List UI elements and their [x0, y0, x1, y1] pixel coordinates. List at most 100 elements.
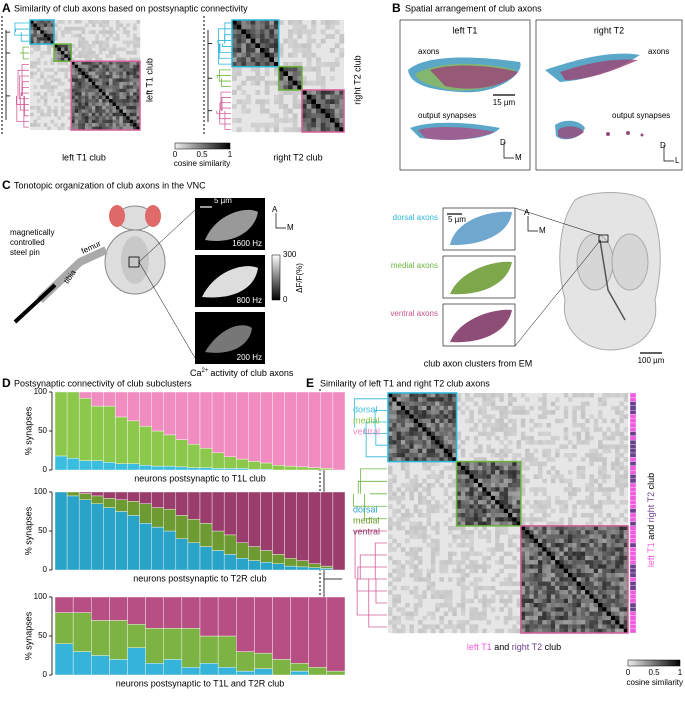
heatmap-cell — [602, 478, 607, 484]
heatmap-cell — [580, 401, 586, 407]
heatmap-cell — [512, 615, 517, 621]
heatmap-cell — [460, 620, 466, 625]
heatmap-cell — [325, 108, 331, 114]
heatmap-cell — [50, 57, 55, 62]
heatmap-cell — [418, 405, 423, 411]
heatmap-cell — [538, 620, 543, 625]
heatmap-cell — [610, 573, 616, 578]
heatmap-cell — [50, 85, 55, 89]
heatmap-cell — [316, 43, 321, 49]
heatmap-cell — [36, 20, 41, 24]
heatmap-cell — [112, 99, 117, 103]
heatmap-cell — [572, 530, 577, 535]
heatmap-cell — [555, 521, 560, 527]
heatmap-cell — [388, 547, 393, 552]
branch — [16, 95, 29, 122]
heatmap-cell — [105, 23, 110, 28]
heatmap-cell — [490, 513, 496, 518]
heatmap-cell — [490, 401, 496, 407]
heatmap-cell — [452, 513, 457, 518]
heatmap-cell — [538, 560, 543, 565]
heatmap-cell — [585, 418, 590, 424]
heatmap-cell — [78, 33, 82, 38]
heatmap-cell — [572, 581, 577, 587]
heatmap-cell — [81, 99, 86, 103]
heatmap-cell — [430, 423, 436, 428]
heatmap-cell — [236, 52, 242, 58]
bar-segment — [115, 511, 128, 571]
heatmap-cell — [546, 560, 552, 565]
heatmap-cell — [30, 61, 34, 65]
heatmap-cell — [623, 585, 629, 591]
heatmap-cell — [439, 418, 444, 424]
heatmap-cell — [88, 50, 93, 55]
heatmap-cell — [409, 483, 414, 488]
heatmap-cell — [264, 80, 270, 86]
bar-segment — [211, 530, 225, 551]
heatmap-cell — [418, 534, 423, 539]
heatmap-cell — [452, 405, 457, 411]
branch — [375, 579, 387, 604]
heatmap-cell — [619, 555, 624, 561]
heatmap-cell — [67, 88, 72, 93]
heatmap-cell — [95, 116, 99, 120]
heatmap-cell — [119, 68, 124, 72]
heatmap-cell — [602, 607, 607, 612]
heatmap-cell — [503, 551, 509, 557]
heatmap-cell — [435, 397, 440, 402]
heatmap-cell — [435, 538, 440, 544]
heatmap-cell — [623, 397, 629, 402]
heatmap-cell — [102, 20, 106, 24]
heatmap-cell — [122, 71, 127, 76]
y-tick-label: 0 — [43, 565, 48, 574]
heatmap-cell — [469, 453, 474, 458]
heatmap-cell — [269, 20, 275, 25]
heatmap-cell — [585, 431, 590, 437]
panel-label: D — [2, 376, 11, 390]
heatmap-cell — [542, 397, 547, 402]
heatmap-cell — [550, 555, 556, 561]
heatmap-cell — [439, 628, 444, 634]
heatmap-cell — [439, 401, 444, 407]
heatmap-cell — [426, 487, 432, 492]
heatmap-cell — [105, 81, 110, 86]
heatmap-cell — [405, 448, 410, 454]
heatmap-cell — [478, 483, 483, 488]
heatmap-cell — [568, 547, 573, 552]
heatmap-cell — [555, 500, 560, 505]
bar-segment — [115, 391, 128, 418]
heatmap-cell — [490, 585, 496, 591]
heatmap-cell — [57, 61, 62, 65]
heatmap-cell — [91, 116, 96, 120]
heatmap-cell — [533, 628, 539, 634]
heatmap-cell — [102, 112, 106, 117]
heatmap-cell — [495, 534, 500, 539]
bar-segment — [290, 596, 309, 664]
heatmap-cell — [443, 457, 449, 462]
heatmap-cell — [559, 598, 564, 604]
heatmap-cell — [78, 119, 82, 124]
heatmap-cell — [274, 57, 279, 63]
heatmap-cell — [516, 444, 522, 449]
heatmap-cell — [478, 418, 483, 424]
heatmap-cell — [490, 465, 496, 471]
heatmap-cell — [405, 414, 410, 419]
bar-segment — [91, 620, 110, 656]
heatmap-cell — [85, 92, 89, 96]
heatmap-cell — [585, 568, 590, 574]
heatmap-cell — [418, 568, 423, 574]
heatmap-cell — [133, 64, 137, 69]
heatmap-cell — [81, 54, 86, 59]
heatmap-cell — [439, 483, 444, 488]
heatmap-cell — [98, 30, 103, 34]
heatmap-cell — [623, 603, 629, 608]
heatmap-cell — [478, 478, 483, 484]
heatmap-cell — [306, 127, 312, 133]
heatmap-cell — [542, 448, 547, 454]
heatmap-cell — [405, 585, 410, 591]
heatmap-cell — [33, 33, 38, 38]
heatmap-cell — [606, 444, 612, 449]
heatmap-cell — [78, 50, 82, 55]
heatmap-cell — [550, 564, 556, 569]
heatmap-cell — [40, 50, 44, 55]
